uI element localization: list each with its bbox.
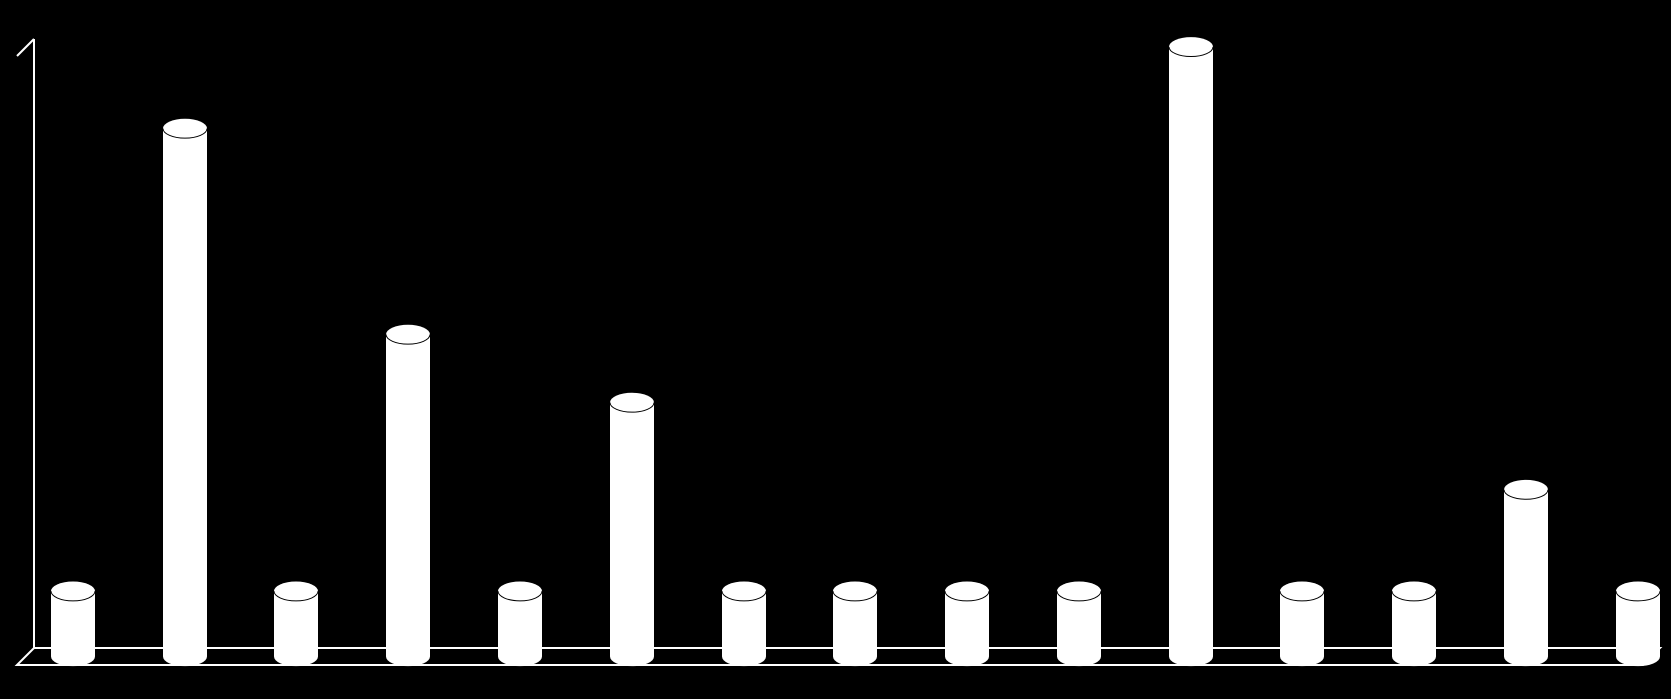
bar-14 [1616, 581, 1660, 666]
bar-7 [833, 581, 877, 666]
bar-10 [1169, 37, 1213, 666]
bar-chart-svg [0, 0, 1671, 699]
bar-3 [386, 325, 430, 666]
bar-2 [274, 581, 318, 666]
bar-4 [498, 581, 542, 666]
bar-chart [0, 0, 1671, 699]
bar-8 [945, 581, 989, 666]
bar-13 [1504, 480, 1548, 666]
bar-11 [1280, 581, 1324, 666]
bar-12 [1392, 581, 1436, 666]
bar-1 [163, 119, 207, 666]
bar-6 [722, 581, 766, 666]
bar-0 [51, 581, 95, 666]
bar-5 [610, 393, 654, 666]
bar-9 [1057, 581, 1101, 666]
